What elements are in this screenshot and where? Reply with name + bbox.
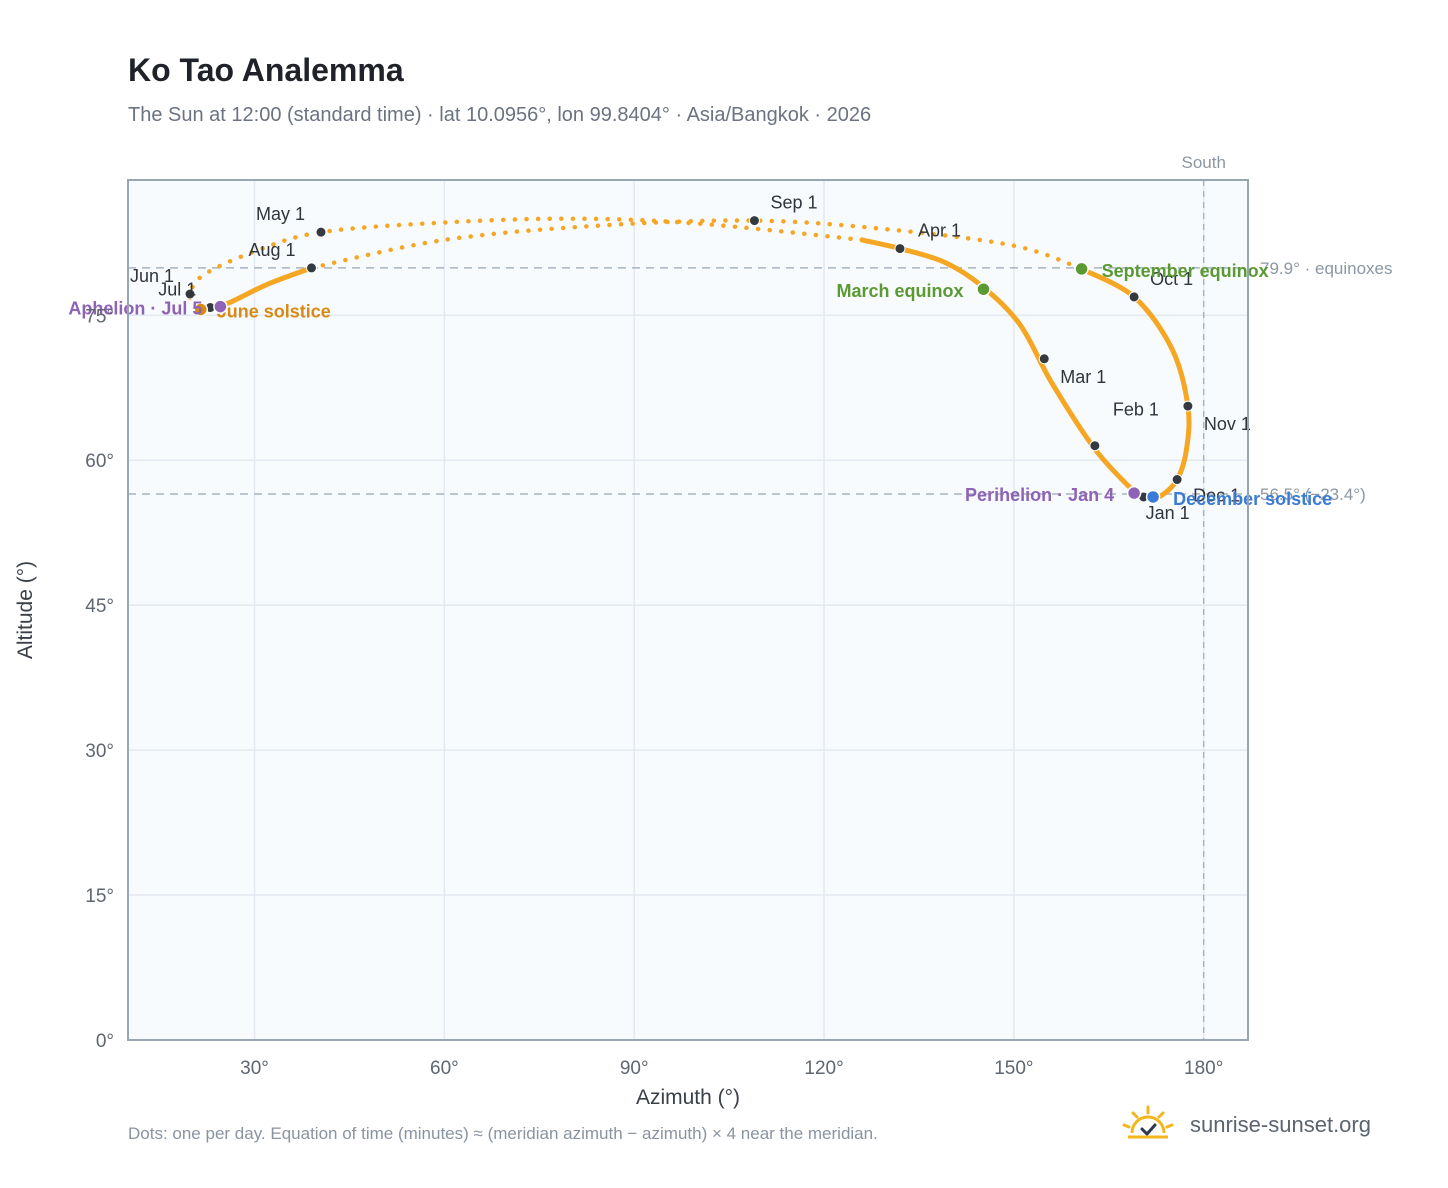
solstice_june-label: June solstice	[217, 301, 331, 321]
x-tick-label: 120°	[804, 1058, 843, 1079]
month-marker[interactable]	[1128, 291, 1140, 303]
x-tick-label: 150°	[994, 1058, 1033, 1079]
month-label: Aug 1	[248, 240, 295, 260]
month-marker[interactable]	[1089, 440, 1101, 452]
y-tick-label: 75°	[85, 306, 114, 327]
apsis-label: Perihelion · Jan 4	[965, 485, 1114, 505]
analemma-dotted-segment	[309, 218, 1084, 272]
chart-subtitle: The Sun at 12:00 (standard time) · lat 1…	[128, 104, 872, 126]
y-tick-label: 60°	[85, 451, 114, 472]
y-axis-label: Altitude (°)	[14, 561, 37, 659]
apsis-marker[interactable]	[1126, 485, 1142, 501]
month-marker[interactable]	[184, 288, 196, 300]
month-marker[interactable]	[894, 243, 906, 255]
apsis-label: Aphelion · Jul 5	[68, 299, 202, 319]
solstice_december-marker[interactable]	[1145, 489, 1161, 505]
x-tick-label: 180°	[1184, 1058, 1223, 1079]
month-marker[interactable]	[748, 215, 760, 227]
x-axis-label: Azimuth (°)	[636, 1086, 740, 1109]
month-label: Apr 1	[918, 221, 961, 241]
month-label: Jan 1	[1146, 503, 1190, 523]
month-marker[interactable]	[306, 262, 318, 274]
equinox-marker[interactable]	[1074, 261, 1089, 277]
south-label: South	[1181, 153, 1225, 172]
month-marker[interactable]	[1171, 474, 1183, 486]
brand[interactable]: sunrise-sunset.org	[1120, 1100, 1371, 1150]
month-label: Mar 1	[1060, 367, 1106, 387]
brand-name: sunrise-sunset.org	[1190, 1112, 1371, 1137]
equinox-label: March equinox	[836, 281, 963, 301]
month-label: Oct 1	[1150, 269, 1193, 289]
solstice_june-marker[interactable]	[193, 302, 209, 317]
y-tick-label: 15°	[85, 886, 114, 907]
x-tick-label: 90°	[620, 1058, 649, 1079]
month-marker[interactable]	[1182, 400, 1194, 412]
sun-logo-icon	[1122, 1105, 1174, 1139]
y-tick-label: 30°	[85, 741, 114, 762]
x-tick-label: 30°	[240, 1058, 269, 1079]
altitude-reference-label: 79.9° · equinoxes	[1260, 259, 1393, 278]
month-label: Feb 1	[1113, 400, 1159, 420]
apsis-marker[interactable]	[213, 299, 228, 314]
y-tick-label: 45°	[85, 596, 114, 617]
month-label: May 1	[256, 204, 305, 224]
month-label: Nov 1	[1204, 414, 1251, 434]
month-marker[interactable]	[1038, 353, 1050, 365]
month-label: Sep 1	[770, 193, 817, 213]
plot-area	[128, 180, 1248, 1040]
month-label: Jun 1	[130, 266, 174, 286]
x-tick-label: 60°	[430, 1058, 459, 1079]
footnote: Dots: one per day. Equation of time (min…	[128, 1124, 878, 1143]
altitude-reference-label: 56.5° (−23.4°)	[1260, 485, 1366, 504]
plot-frame	[127, 179, 1249, 1041]
month-label: Dec 1	[1193, 486, 1240, 506]
month-marker[interactable]	[315, 226, 327, 238]
chart-title: Ko Tao Analemma	[128, 52, 404, 88]
solstice_december-label: December solstice	[1173, 489, 1332, 509]
equinox-label: September equinox	[1102, 261, 1269, 281]
month-label: Jul 1	[158, 280, 196, 300]
y-tick-label: 0°	[96, 1031, 114, 1052]
equinox-marker[interactable]	[976, 281, 991, 297]
